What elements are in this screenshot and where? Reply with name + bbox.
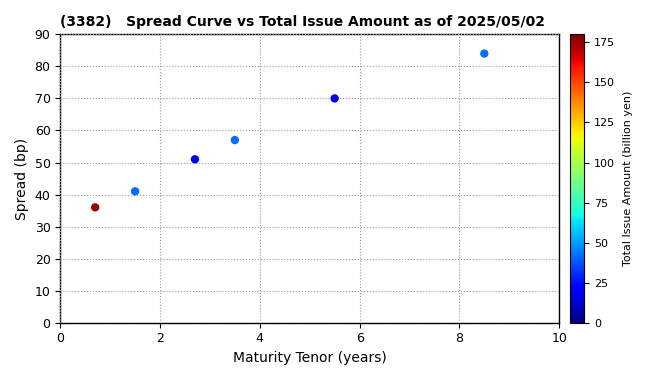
Y-axis label: Spread (bp): Spread (bp) — [15, 138, 29, 220]
Point — [190, 156, 200, 162]
Y-axis label: Total Issue Amount (billion yen): Total Issue Amount (billion yen) — [623, 91, 633, 266]
Point — [229, 137, 240, 143]
Text: (3382)   Spread Curve vs Total Issue Amount as of 2025/05/02: (3382) Spread Curve vs Total Issue Amoun… — [60, 15, 545, 29]
Point — [130, 188, 140, 195]
Point — [90, 204, 100, 211]
Point — [479, 51, 489, 57]
X-axis label: Maturity Tenor (years): Maturity Tenor (years) — [233, 351, 387, 365]
Point — [330, 95, 340, 101]
